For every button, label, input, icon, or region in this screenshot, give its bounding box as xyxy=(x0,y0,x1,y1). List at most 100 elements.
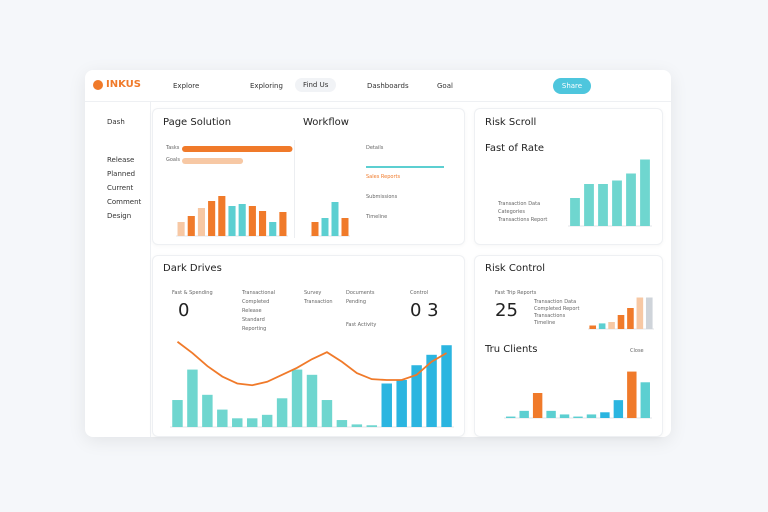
bar xyxy=(559,414,570,418)
bar xyxy=(640,159,650,226)
sidebar-item[interactable]: Design xyxy=(107,212,132,220)
stat-label: Control xyxy=(410,290,429,296)
bar xyxy=(228,206,236,236)
bar xyxy=(291,369,303,427)
bar xyxy=(269,222,277,236)
list-item: Transactional xyxy=(242,290,276,296)
bar xyxy=(381,383,392,427)
bar xyxy=(306,374,318,427)
panel-title: Risk Control xyxy=(485,263,546,274)
bar xyxy=(617,315,625,329)
panel-title: Page Solution xyxy=(163,117,232,128)
bar xyxy=(396,380,407,427)
bar xyxy=(321,400,333,427)
sidebar-item[interactable]: Dash xyxy=(107,118,125,126)
bar xyxy=(238,204,246,236)
sidebar-item[interactable]: Current xyxy=(107,184,134,192)
panel-title: Workflow xyxy=(303,117,349,128)
bar xyxy=(598,184,608,226)
list-item: Timeline xyxy=(534,320,556,326)
sidebar-item[interactable]: Comment xyxy=(107,198,142,206)
bar xyxy=(598,323,606,329)
bar xyxy=(426,354,437,427)
legend-item: Transaction Data xyxy=(498,201,541,207)
bar xyxy=(217,409,228,427)
bar xyxy=(248,206,256,236)
list-item: Transaction xyxy=(304,299,333,305)
list-item: Standard xyxy=(242,317,265,323)
bar xyxy=(640,382,650,418)
bar xyxy=(519,410,529,418)
bar xyxy=(626,173,636,226)
bar xyxy=(506,416,516,418)
bar xyxy=(546,410,556,418)
nav-item[interactable]: Explore xyxy=(173,82,200,90)
list-item: Reporting xyxy=(242,326,267,332)
bar xyxy=(258,211,267,236)
share-button[interactable]: Share xyxy=(553,78,591,94)
bar xyxy=(627,308,634,329)
bar xyxy=(208,201,216,236)
nav-item[interactable]: Find Us xyxy=(295,78,337,92)
bar xyxy=(441,345,452,427)
bar xyxy=(573,416,583,418)
progress-bar xyxy=(182,158,244,164)
panel-title: Dark Drives xyxy=(163,263,222,274)
list-item: Release xyxy=(242,308,262,314)
bar xyxy=(197,208,206,236)
bar xyxy=(187,216,195,236)
stat-label: Fast & Spending xyxy=(172,290,213,296)
bar xyxy=(584,184,594,226)
nav-item[interactable]: Goal xyxy=(437,82,453,90)
panel-title: Risk Scroll xyxy=(485,117,537,128)
bar xyxy=(366,425,378,427)
sidebar-item[interactable]: Planned xyxy=(107,170,136,178)
list-item: Pending xyxy=(346,299,366,305)
slider[interactable] xyxy=(366,166,444,168)
progress-label: Tasks xyxy=(166,145,180,151)
nav-item[interactable]: Dashboards xyxy=(367,82,409,90)
bar xyxy=(608,322,615,329)
stat-value: 25 xyxy=(495,300,518,321)
stat-label: Fast Trip Reports xyxy=(495,290,537,296)
bar xyxy=(532,393,543,418)
bar xyxy=(645,297,653,329)
bar xyxy=(202,394,213,427)
bar xyxy=(232,418,243,427)
sidebar-item[interactable]: Release xyxy=(107,156,135,164)
divider xyxy=(294,140,295,238)
legend-item: Transactions Report xyxy=(498,217,548,223)
bar xyxy=(331,202,339,236)
list-item: Timeline xyxy=(366,214,388,220)
list-item: Transactions xyxy=(534,313,566,319)
nav-item[interactable]: Exploring xyxy=(250,82,283,90)
bar xyxy=(311,222,319,236)
bar xyxy=(341,218,349,236)
bar xyxy=(411,365,422,427)
list-item: Sales Reports xyxy=(366,174,401,180)
bar xyxy=(586,414,597,418)
stat-value: 0 xyxy=(178,300,190,321)
link[interactable]: Close xyxy=(630,348,644,354)
bar xyxy=(613,400,624,418)
progress-bar xyxy=(182,146,293,152)
bar xyxy=(336,420,348,427)
bar xyxy=(177,222,185,236)
bar xyxy=(589,325,597,329)
bar xyxy=(261,414,273,427)
bar xyxy=(321,218,329,236)
logo: INKUS xyxy=(106,79,141,90)
bar xyxy=(636,297,644,329)
list-item: Submissions xyxy=(366,194,398,200)
top-nav: INKUS Explore Exploring Find Us Dashboar… xyxy=(85,70,671,102)
bar xyxy=(612,180,622,226)
progress-label: Goals xyxy=(166,157,180,163)
list-item: Completed xyxy=(242,299,270,305)
list-item: Fast Activity xyxy=(346,322,377,328)
list-item: Details xyxy=(366,145,384,151)
list-item: Documents xyxy=(346,290,375,296)
list-item: Survey xyxy=(304,290,322,296)
logo-icon xyxy=(93,80,103,90)
